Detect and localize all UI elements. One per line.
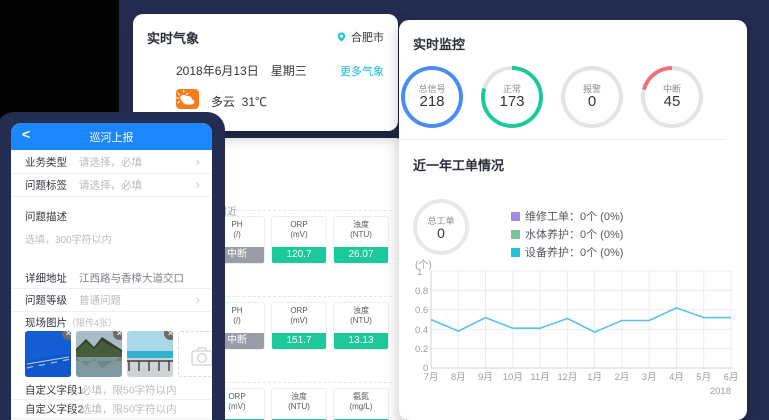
svg-text:1月: 1月 — [587, 372, 602, 383]
svg-text:5月: 5月 — [696, 372, 711, 383]
svg-text:6月: 6月 — [724, 372, 739, 383]
svg-text:11月: 11月 — [530, 372, 549, 383]
svg-text:10月: 10月 — [503, 372, 523, 383]
svg-text:2月: 2月 — [615, 372, 630, 383]
svg-text:0.2: 0.2 — [415, 344, 428, 355]
svg-text:7月: 7月 — [424, 372, 439, 383]
svg-text:9月: 9月 — [478, 372, 493, 383]
svg-text:0.8: 0.8 — [415, 286, 428, 297]
svg-text:12月: 12月 — [557, 372, 577, 383]
svg-text:2018: 2018 — [710, 386, 731, 397]
svg-text:0.6: 0.6 — [415, 305, 428, 316]
svg-text:0.4: 0.4 — [415, 325, 428, 336]
svg-text:3月: 3月 — [642, 372, 657, 383]
svg-text:8月: 8月 — [451, 372, 466, 383]
svg-text:4月: 4月 — [669, 372, 684, 383]
